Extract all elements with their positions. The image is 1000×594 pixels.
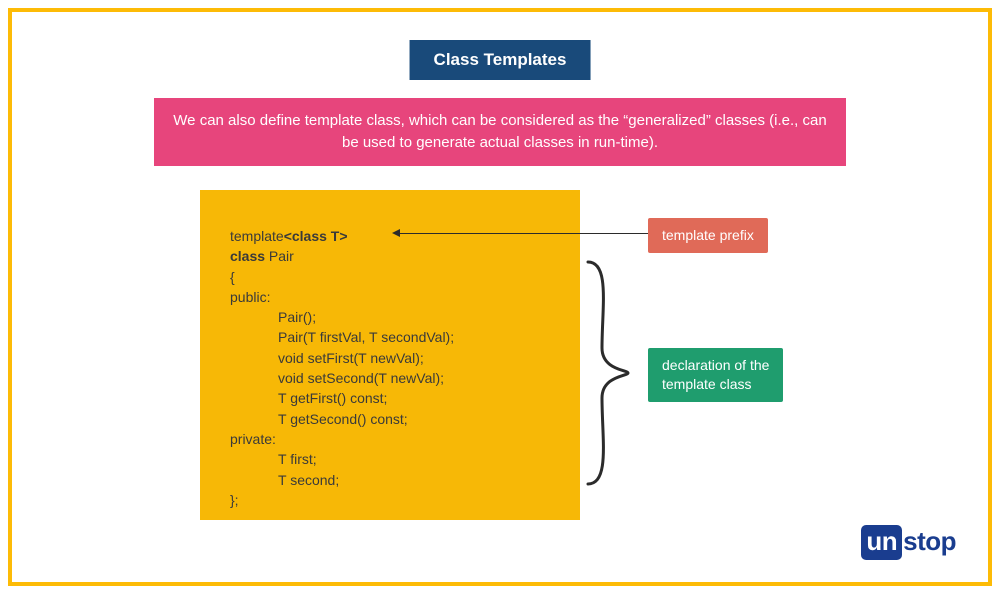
logo-part-stop: stop: [903, 526, 956, 556]
curly-brace-icon: [584, 258, 632, 488]
code-line: };: [230, 490, 550, 510]
code-text: template: [230, 228, 284, 244]
title-banner: Class Templates: [410, 40, 591, 80]
annotation-declaration: declaration of the template class: [648, 348, 783, 402]
annotation-arrow-head: [392, 229, 400, 237]
code-line: T getSecond() const;: [230, 409, 550, 429]
code-text: Pair: [265, 248, 294, 264]
code-line: void setFirst(T newVal);: [230, 348, 550, 368]
code-line: Pair();: [230, 307, 550, 327]
title-text: Class Templates: [434, 50, 567, 69]
code-text-bold: class: [230, 248, 265, 264]
code-text-bold: <class T>: [284, 228, 348, 244]
annotation-template-prefix: template prefix: [648, 218, 768, 253]
logo-part-un: un: [861, 525, 902, 560]
code-line: public:: [230, 287, 550, 307]
code-line: T getFirst() const;: [230, 388, 550, 408]
code-line: Pair(T firstVal, T secondVal);: [230, 327, 550, 347]
code-line: private:: [230, 429, 550, 449]
description-banner: We can also define template class, which…: [154, 98, 846, 166]
code-line: template<class T>: [230, 226, 550, 246]
annotation-text-line2: template class: [662, 376, 751, 392]
annotation-text: template prefix: [662, 227, 754, 243]
description-text: We can also define template class, which…: [173, 112, 826, 151]
code-line: {: [230, 267, 550, 287]
annotation-text-line1: declaration of the: [662, 357, 769, 373]
annotation-arrow-line: [398, 233, 648, 234]
brand-logo: unstop: [861, 525, 956, 560]
code-line: T second;: [230, 470, 550, 490]
code-block: template<class T> class Pair { public: P…: [200, 190, 580, 520]
code-line: class Pair: [230, 246, 550, 266]
code-line: T first;: [230, 449, 550, 469]
code-line: void setSecond(T newVal);: [230, 368, 550, 388]
